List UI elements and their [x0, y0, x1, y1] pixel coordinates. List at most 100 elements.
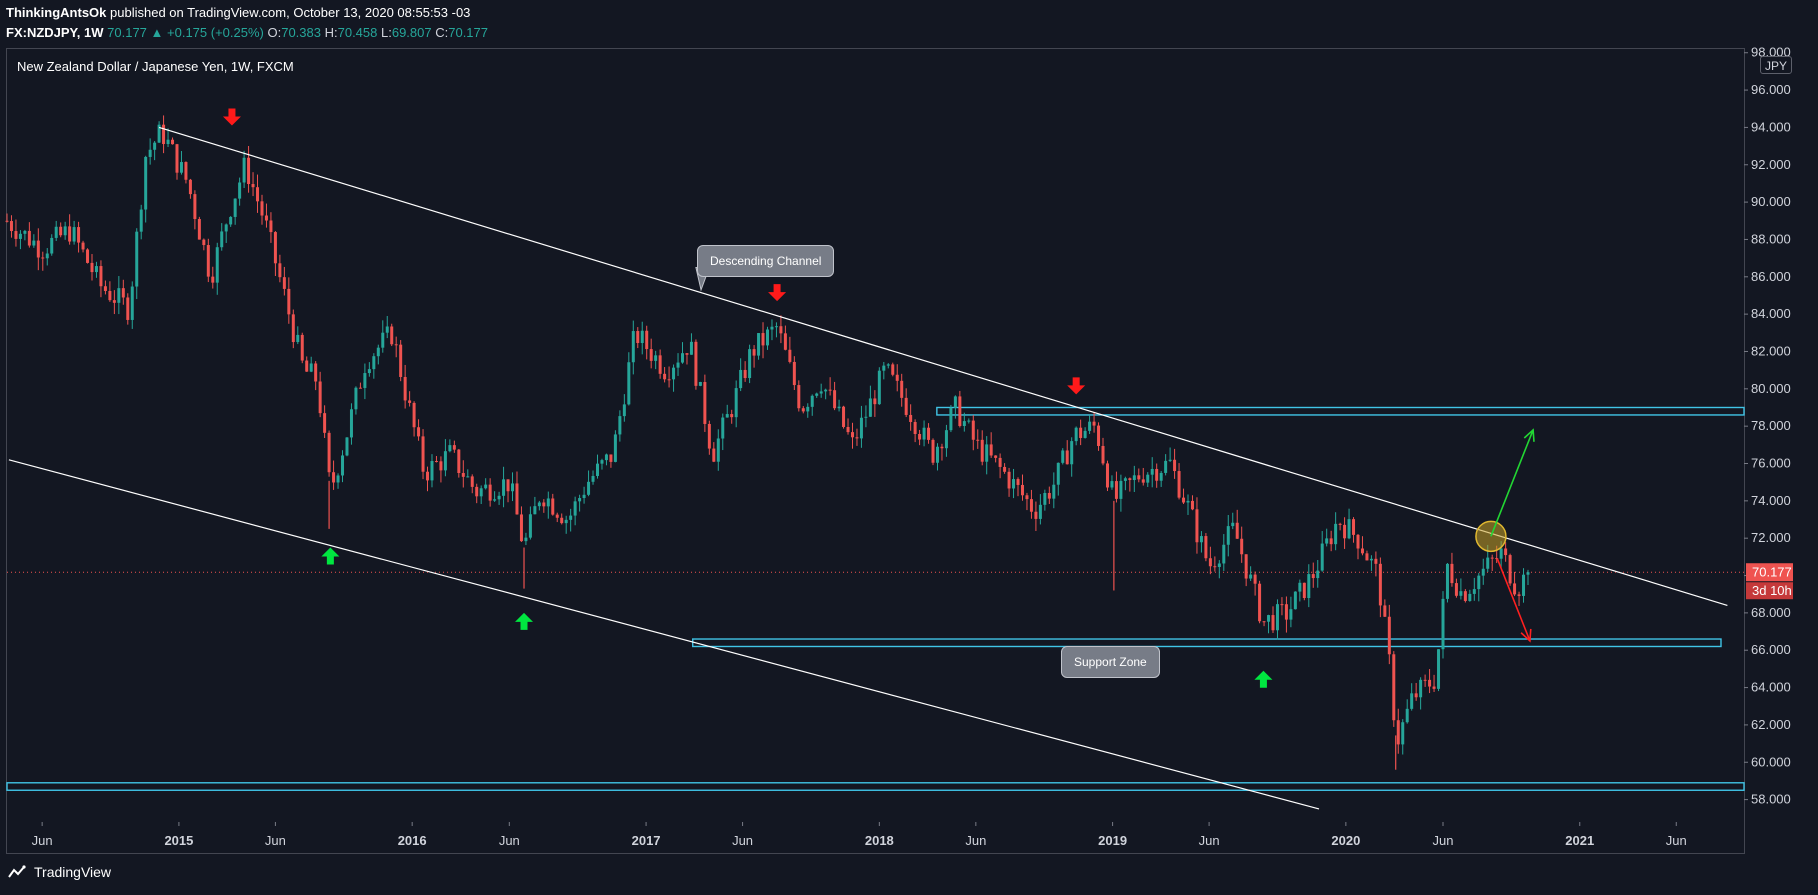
candle-body	[452, 445, 456, 450]
candle	[466, 469, 470, 478]
candle-body	[54, 226, 58, 238]
candle	[63, 221, 67, 240]
candle	[703, 374, 707, 432]
spike-layer	[328, 480, 1397, 770]
currency-badge[interactable]: JPY	[1760, 56, 1792, 74]
candle	[1003, 463, 1007, 474]
candle	[385, 315, 389, 339]
descending-channel-callout[interactable]: Descending Channel	[697, 245, 835, 277]
candle-body	[1101, 445, 1105, 464]
candle	[685, 353, 689, 365]
candle-body	[1168, 459, 1172, 461]
price-tick-label: 94.000	[1751, 119, 1791, 134]
candle-body	[1061, 450, 1065, 463]
candle	[175, 143, 179, 180]
candle-body	[636, 331, 640, 344]
candle-body	[1325, 538, 1329, 544]
candle	[202, 238, 206, 251]
candle-body	[1414, 693, 1418, 698]
candle-body	[50, 237, 54, 254]
support-zone	[692, 638, 1722, 648]
support-zone-callout[interactable]: Support Zone	[1061, 646, 1160, 678]
candle-body	[1213, 566, 1217, 568]
candle-body	[940, 446, 944, 449]
candle	[1374, 551, 1378, 577]
candle-body	[86, 249, 90, 263]
candle-body	[944, 430, 948, 449]
brand-name: TradingView	[34, 864, 112, 880]
candle	[184, 161, 188, 184]
candle	[457, 448, 461, 478]
candle-body	[171, 139, 175, 145]
price-tick-label: 84.000	[1751, 306, 1791, 321]
candle	[967, 418, 971, 424]
candle-body	[815, 393, 819, 396]
candle-body	[971, 420, 975, 440]
candle-body	[41, 257, 45, 259]
candle	[609, 454, 613, 468]
candle	[412, 401, 416, 437]
candle-body	[712, 448, 716, 462]
candle	[1401, 719, 1405, 755]
candle-body	[269, 220, 273, 233]
candle	[1159, 471, 1163, 487]
candle	[658, 349, 662, 379]
candle-body	[859, 417, 863, 439]
candle	[868, 385, 872, 417]
candle-body	[1396, 720, 1400, 745]
candle	[220, 223, 224, 251]
time-tick-label: Jun	[1433, 833, 1454, 848]
channel-lower-line	[8, 459, 1320, 810]
candle	[1437, 649, 1441, 692]
candle-body	[609, 454, 613, 462]
candle	[551, 493, 555, 516]
candle-body	[305, 360, 309, 372]
time-tick-label: Jun	[732, 833, 753, 848]
candle-body	[1012, 479, 1016, 489]
author-name[interactable]: ThinkingAntsOk	[6, 5, 107, 20]
candle	[1155, 463, 1159, 488]
candle-body	[519, 514, 523, 542]
candle	[1164, 454, 1168, 476]
candle-body	[1240, 538, 1244, 555]
candle	[1513, 571, 1517, 597]
chart-pane[interactable]	[6, 48, 1745, 854]
candle-body	[184, 162, 188, 180]
candle	[850, 422, 854, 449]
candle	[1119, 474, 1123, 512]
candle-body	[596, 463, 600, 476]
candle	[9, 215, 13, 238]
candle-body	[537, 502, 541, 507]
candle-body	[1186, 500, 1190, 503]
candle	[323, 405, 327, 439]
candle-body	[1199, 536, 1203, 543]
candle-body	[1137, 475, 1141, 480]
candle	[953, 395, 957, 419]
candle	[90, 254, 94, 281]
candle-body	[998, 457, 1002, 467]
candle-body	[1217, 563, 1221, 568]
candle-body	[850, 432, 854, 438]
candle-body	[578, 498, 582, 502]
candle-body	[989, 444, 993, 456]
price-tick-label: 62.000	[1751, 717, 1791, 732]
candle	[233, 198, 237, 225]
candle-body	[846, 426, 850, 433]
candle-body	[345, 437, 349, 456]
candle	[810, 394, 814, 416]
candle	[1128, 477, 1132, 492]
candle-body	[358, 387, 362, 389]
last-price-badge	[1746, 563, 1793, 582]
open-label: O:	[267, 25, 282, 40]
candle	[1320, 531, 1324, 572]
candle-body	[976, 439, 980, 441]
candle-body	[23, 230, 27, 234]
candle-body	[457, 449, 461, 474]
footer-brand[interactable]: TradingView	[8, 864, 111, 880]
candle-body	[837, 406, 841, 409]
candle	[1432, 674, 1436, 692]
candle-body	[1128, 478, 1132, 481]
candle-body	[264, 215, 268, 221]
candle	[528, 506, 532, 540]
